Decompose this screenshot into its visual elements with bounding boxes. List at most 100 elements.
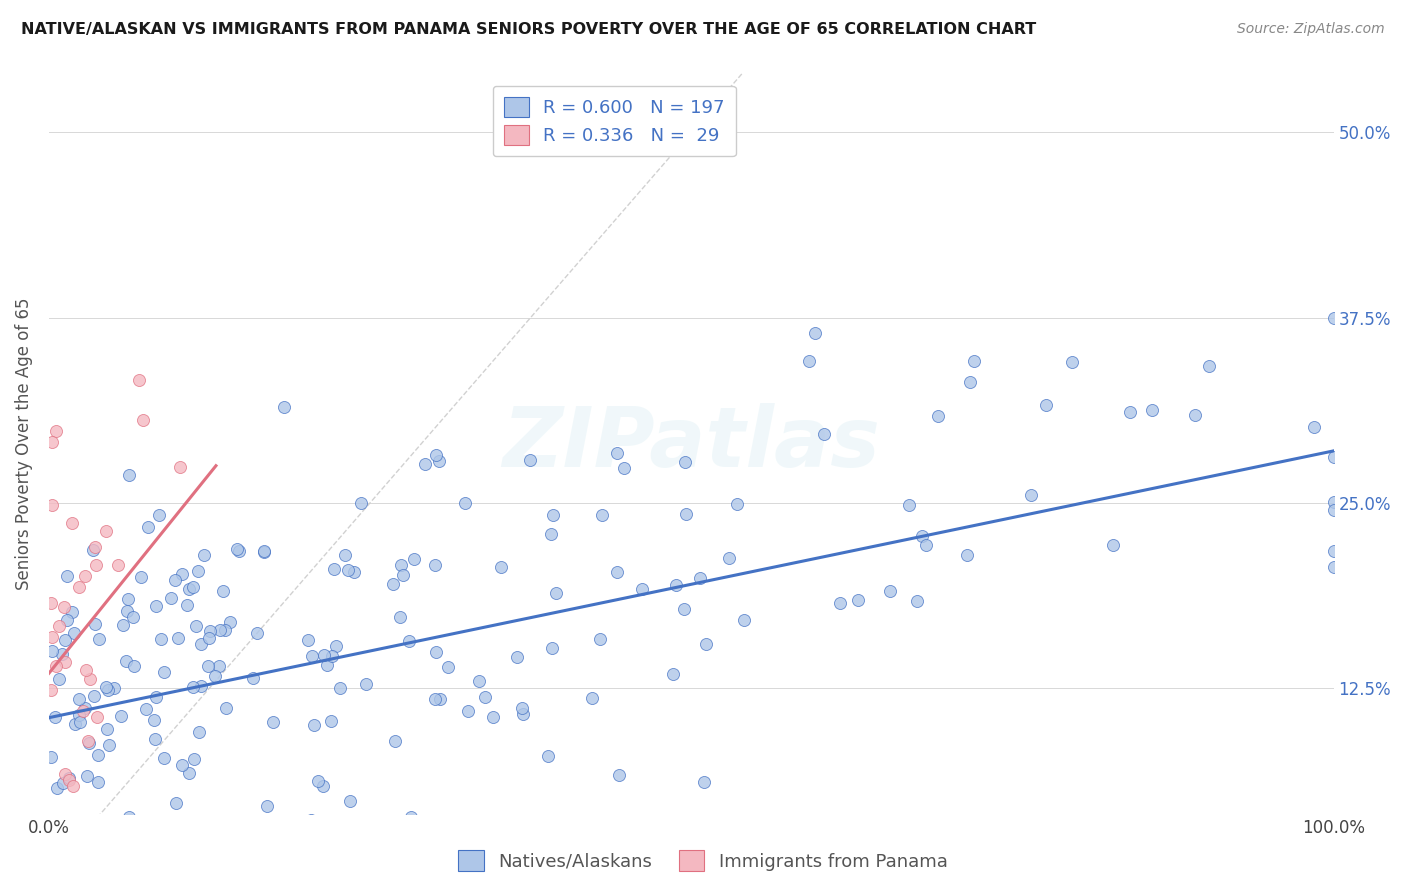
Point — [73, 701, 96, 715]
Point — [190, 679, 212, 693]
Point — [62, 779, 84, 793]
Point — [105, 822, 128, 837]
Point — [382, 577, 405, 591]
Point — [98, 738, 121, 752]
Point — [1322, 311, 1344, 326]
Point — [413, 457, 436, 471]
Point — [41, 631, 63, 645]
Point — [398, 633, 420, 648]
Point — [169, 460, 191, 475]
Point — [129, 570, 152, 584]
Point — [665, 578, 688, 592]
Point — [82, 542, 104, 557]
Point — [491, 560, 513, 574]
Point — [284, 822, 307, 836]
Point — [427, 454, 450, 468]
Point — [46, 781, 69, 796]
Point — [1322, 560, 1344, 574]
Point — [122, 609, 145, 624]
Point — [148, 508, 170, 522]
Point — [253, 545, 276, 559]
Point — [804, 326, 827, 340]
Point — [506, 650, 529, 665]
Point — [183, 752, 205, 766]
Point — [301, 648, 323, 663]
Point — [214, 624, 236, 638]
Point — [111, 618, 134, 632]
Point — [197, 631, 219, 645]
Point — [115, 604, 138, 618]
Point — [256, 798, 278, 813]
Point — [136, 520, 159, 534]
Point — [60, 605, 83, 619]
Point — [315, 851, 337, 865]
Point — [323, 562, 346, 576]
Point — [613, 461, 636, 475]
Point — [96, 722, 118, 736]
Point — [76, 769, 98, 783]
Point — [41, 434, 63, 449]
Point — [963, 354, 986, 368]
Point — [75, 851, 97, 865]
Point — [343, 565, 366, 579]
Point — [319, 714, 342, 728]
Point — [695, 637, 717, 651]
Point — [897, 498, 920, 512]
Point — [187, 565, 209, 579]
Point — [246, 626, 269, 640]
Point — [339, 794, 361, 808]
Point — [58, 773, 80, 788]
Point — [190, 638, 212, 652]
Point — [115, 654, 138, 668]
Point — [454, 496, 477, 510]
Point — [297, 633, 319, 648]
Point — [1184, 408, 1206, 422]
Legend: R = 0.600   N = 197, R = 0.336   N =  29: R = 0.600 N = 197, R = 0.336 N = 29 — [492, 86, 735, 156]
Point — [188, 725, 211, 739]
Point — [177, 582, 200, 596]
Point — [51, 647, 73, 661]
Point — [56, 613, 79, 627]
Point — [117, 468, 139, 483]
Point — [218, 615, 240, 629]
Point — [672, 602, 695, 616]
Text: NATIVE/ALASKAN VS IMMIGRANTS FROM PANAMA SENIORS POVERTY OVER THE AGE OF 65 CORR: NATIVE/ALASKAN VS IMMIGRANTS FROM PANAMA… — [21, 22, 1036, 37]
Point — [1322, 495, 1344, 509]
Point — [350, 496, 373, 510]
Legend: Natives/Alaskans, Immigrants from Panama: Natives/Alaskans, Immigrants from Panama — [451, 843, 955, 879]
Point — [132, 412, 155, 426]
Point — [39, 750, 62, 764]
Point — [828, 596, 851, 610]
Point — [299, 813, 322, 827]
Point — [273, 400, 295, 414]
Point — [606, 445, 628, 459]
Point — [45, 659, 67, 673]
Point — [165, 796, 187, 810]
Point — [1302, 420, 1324, 434]
Point — [846, 593, 869, 607]
Point — [135, 701, 157, 715]
Point — [591, 508, 613, 522]
Point — [336, 563, 359, 577]
Point — [717, 551, 740, 566]
Point — [48, 619, 70, 633]
Point — [145, 599, 167, 614]
Point — [510, 701, 533, 715]
Point — [45, 424, 67, 438]
Point — [392, 568, 415, 582]
Point — [797, 354, 820, 368]
Point — [314, 648, 336, 663]
Point — [181, 580, 204, 594]
Point — [329, 681, 352, 695]
Point — [41, 644, 63, 658]
Point — [77, 736, 100, 750]
Point — [181, 680, 204, 694]
Point — [512, 706, 534, 721]
Point — [262, 714, 284, 729]
Point — [73, 569, 96, 583]
Point — [128, 373, 150, 387]
Point — [959, 375, 981, 389]
Point — [910, 528, 932, 542]
Point — [103, 814, 125, 829]
Point — [86, 823, 108, 838]
